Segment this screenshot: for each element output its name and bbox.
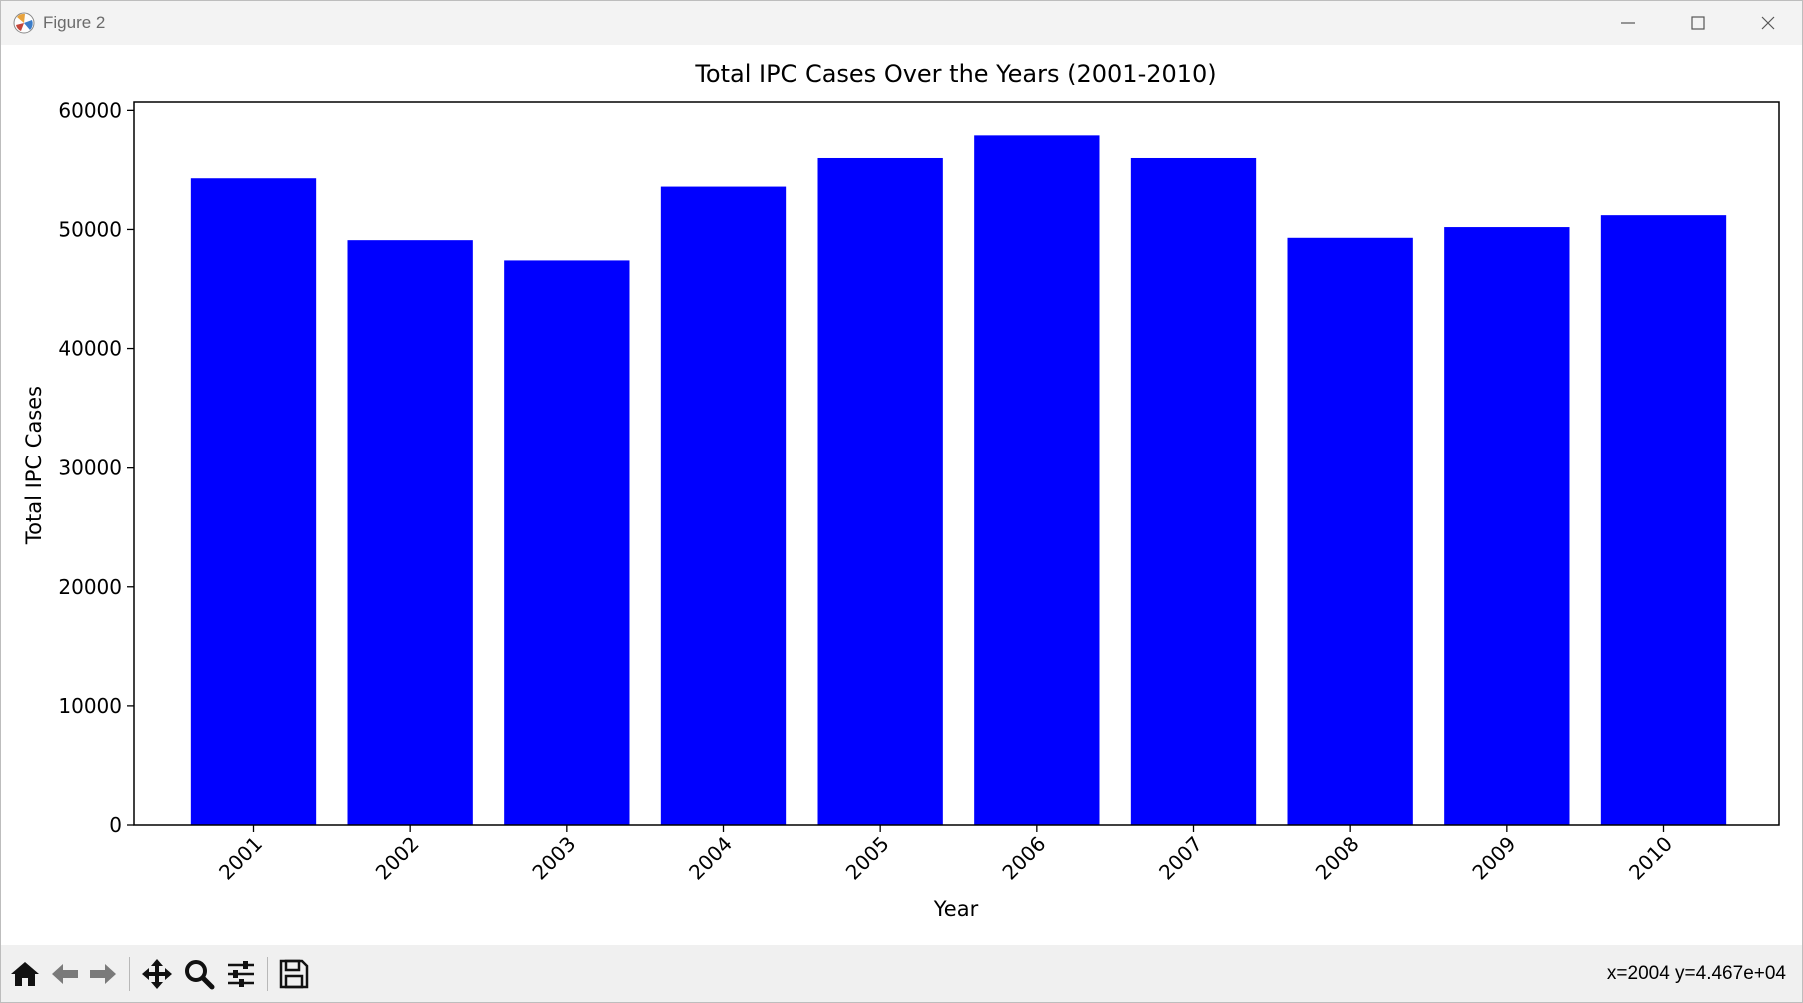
forward-button[interactable] [86, 957, 120, 991]
cursor-coordinates: x=2004 y=4.467e+04 [1606, 963, 1786, 984]
matplotlib-app-icon [13, 12, 35, 34]
back-icon [52, 964, 78, 984]
y-tick-label: 30000 [58, 456, 122, 480]
minimize-button[interactable] [1593, 1, 1663, 45]
figure-canvas[interactable]: Total IPC Cases Over the Years (2001-201… [1, 45, 1802, 945]
close-icon [1761, 16, 1775, 30]
forward-icon [90, 964, 116, 984]
maximize-button[interactable] [1663, 1, 1733, 45]
x-tick-label: 2001 [214, 832, 267, 885]
minimize-icon [1621, 22, 1635, 24]
y-tick-label: 60000 [58, 98, 122, 122]
y-tick-label: 40000 [58, 337, 122, 361]
x-tick-label: 2005 [841, 832, 894, 885]
x-tick-label: 2010 [1624, 832, 1677, 885]
close-button[interactable] [1733, 1, 1803, 45]
bar-2005 [817, 157, 943, 825]
x-tick-label: 2004 [684, 832, 737, 885]
pan-icon [142, 959, 172, 989]
zoom-icon [185, 960, 215, 990]
home-icon [11, 962, 39, 986]
zoom-button[interactable] [182, 957, 216, 991]
x-axis-label: Year [933, 897, 979, 921]
bar-2008 [1287, 237, 1413, 825]
back-button[interactable] [48, 957, 82, 991]
bar-2004 [660, 186, 787, 826]
y-tick-label: 50000 [58, 217, 122, 241]
configure-subplots-icon [228, 961, 254, 987]
bar-chart: Total IPC Cases Over the Years (2001-201… [22, 60, 1780, 921]
title-bar[interactable]: Figure 2 [1, 1, 1802, 45]
x-tick-label: 2002 [371, 832, 424, 885]
y-tick-label: 20000 [58, 575, 122, 599]
window-title: Figure 2 [43, 13, 106, 32]
pan-button[interactable] [140, 957, 174, 991]
x-tick-label: 2007 [1154, 832, 1207, 885]
x-tick-label: 2003 [527, 832, 580, 885]
y-tick-label: 10000 [58, 694, 122, 718]
toolbar-separator [267, 957, 268, 991]
bar-2010 [1600, 215, 1727, 826]
x-tick-label: 2008 [1311, 832, 1364, 885]
bar-2001 [190, 178, 317, 825]
configure-subplots-button[interactable] [224, 957, 258, 991]
save-button[interactable] [277, 957, 311, 991]
y-tick-label: 0 [109, 813, 122, 837]
navigation-toolbar: x=2004 y=4.467e+04 [1, 945, 1802, 1002]
bar-2002 [347, 240, 473, 826]
home-button[interactable] [8, 957, 42, 991]
bar-2006 [974, 135, 1100, 826]
save-icon [279, 959, 309, 989]
bar-2007 [1130, 157, 1257, 825]
bar-2009 [1444, 227, 1570, 825]
maximize-icon [1691, 16, 1705, 30]
plot-frame [133, 101, 1780, 826]
bar-2003 [504, 260, 630, 825]
x-tick-label: 2006 [997, 832, 1050, 885]
y-axis-label: Total IPC Cases [22, 386, 46, 545]
chart-title: Total IPC Cases Over the Years (2001-201… [694, 60, 1216, 88]
x-tick-label: 2009 [1467, 832, 1520, 885]
toolbar-separator [129, 957, 130, 991]
